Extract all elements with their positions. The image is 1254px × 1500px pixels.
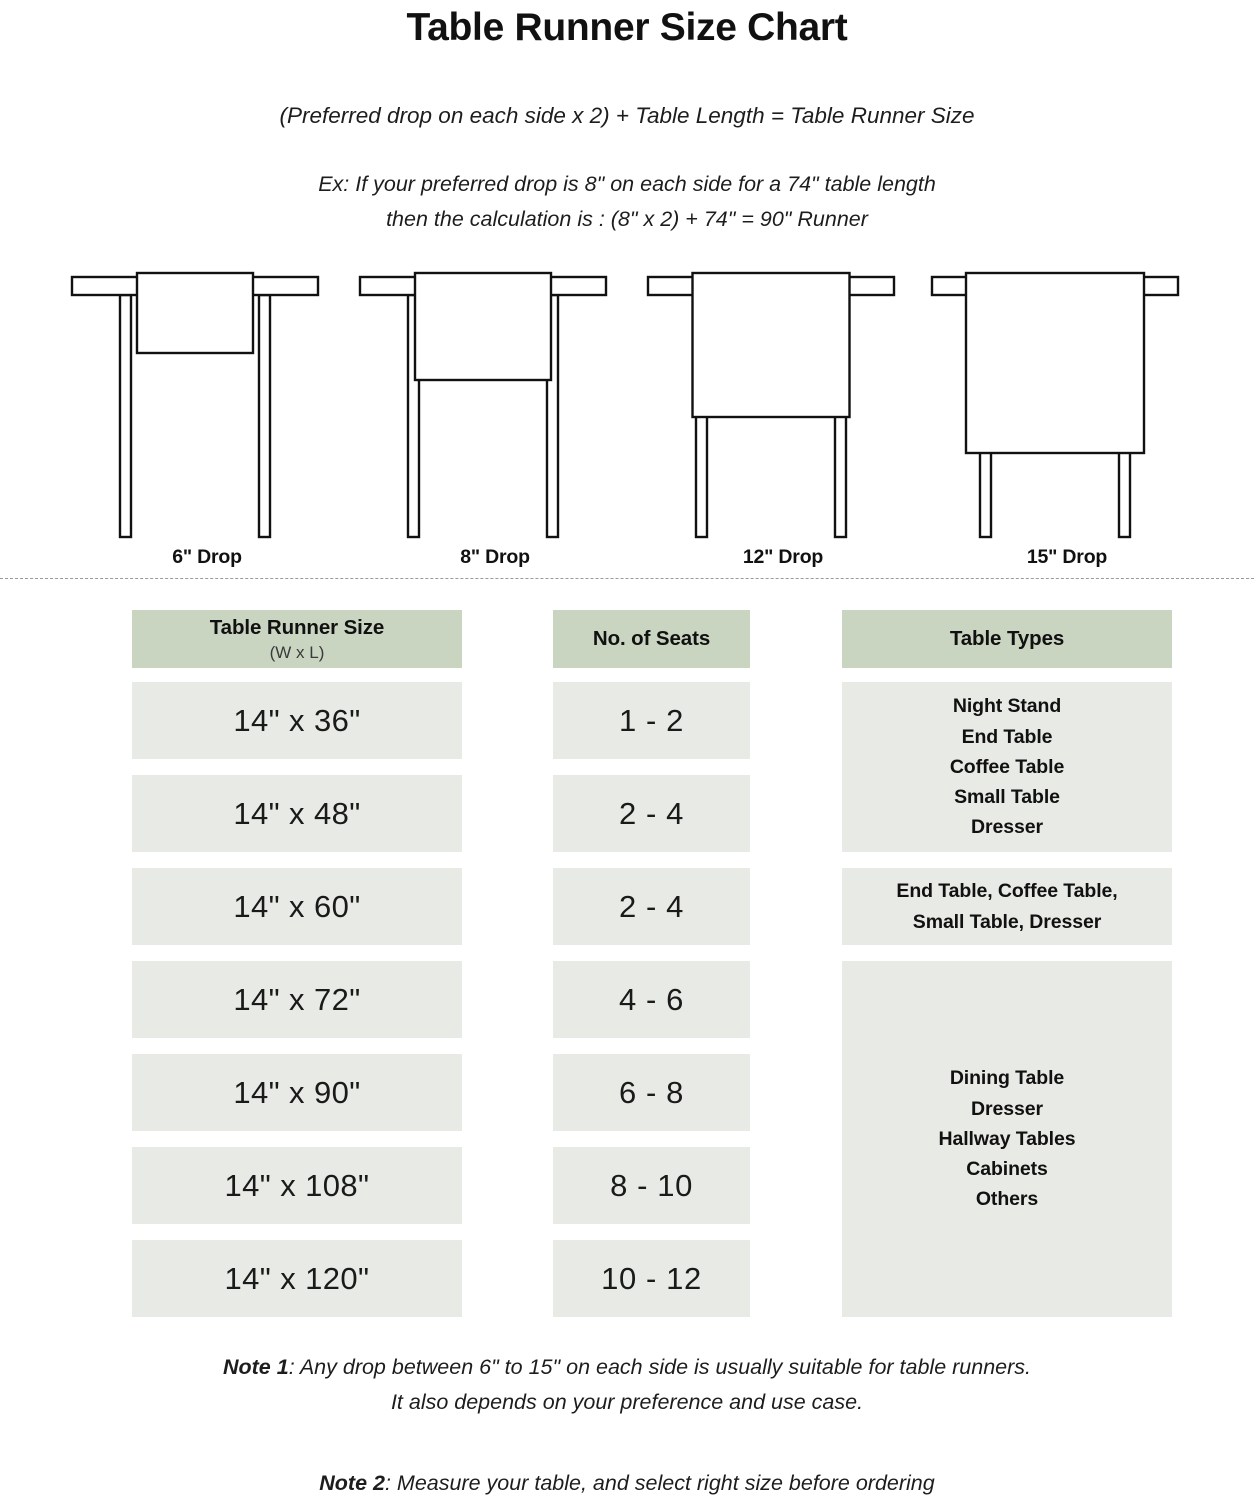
diagram-drop-4: 15" Drop bbox=[922, 261, 1212, 581]
diagram-drop-1: 6" Drop bbox=[62, 261, 352, 581]
table-cell-size: 14" x 108" bbox=[132, 1147, 462, 1224]
table-cell-seats: 1 - 2 bbox=[553, 682, 750, 759]
size-value: 14" x 60" bbox=[233, 888, 361, 924]
seats-value: 1 - 2 bbox=[618, 702, 685, 738]
notes-section: Note 1: Any drop between 6" to 15" on ea… bbox=[0, 1350, 1254, 1500]
drop-label-1: 6" Drop bbox=[172, 545, 242, 568]
seats-value: 6 - 8 bbox=[618, 1074, 685, 1110]
seats-value: 4 - 6 bbox=[618, 981, 685, 1017]
drop-label-4: 15" Drop bbox=[1026, 545, 1108, 568]
table-cell-types: Night Stand End Table Coffee Table Small Ta… bbox=[842, 682, 1172, 852]
table-runner bbox=[964, 271, 1146, 454]
note-2-body: : Measure your table, and select right s… bbox=[384, 1470, 935, 1495]
table-header-types: Table Types bbox=[842, 610, 1172, 668]
size-value: 14" x 36" bbox=[233, 702, 361, 738]
table-runner bbox=[691, 271, 851, 418]
table-cell-seats: 4 - 6 bbox=[553, 961, 750, 1038]
note-1-line-2: It also depends on your preference and u… bbox=[390, 1389, 864, 1414]
note-1-line-1: Note 1: Any drop between 6" to 15" on ea… bbox=[0, 1350, 1254, 1385]
example-line-2: then the calculation is : (8" x 2) + 74"… bbox=[386, 206, 868, 231]
note-1-body: : Any drop between 6" to 15" on each sid… bbox=[288, 1355, 1032, 1379]
section-divider bbox=[0, 578, 1254, 579]
size-value: 14" x 120" bbox=[224, 1260, 370, 1296]
table-cell-size: 14" x 48" bbox=[132, 775, 462, 852]
seats-value: 8 - 10 bbox=[610, 1167, 693, 1203]
diagram-drop-3: 12" Drop bbox=[638, 261, 928, 581]
table-cell-size: 14" x 72" bbox=[132, 961, 462, 1038]
size-value: 14" x 72" bbox=[233, 981, 361, 1017]
table-header-size-main: Table Runner Size bbox=[209, 615, 385, 639]
table-header-seats-label: No. of Seats bbox=[592, 627, 711, 650]
table-cell-size: 14" x 36" bbox=[132, 682, 462, 759]
example-text: Ex: If your preferred drop is 8" on each… bbox=[0, 167, 1254, 237]
table-cell-seats: 6 - 8 bbox=[553, 1054, 750, 1131]
table-cell-seats: 8 - 10 bbox=[553, 1147, 750, 1224]
seats-value: 2 - 4 bbox=[618, 888, 685, 924]
formula-text: (Preferred drop on each side x 2) + Tabl… bbox=[279, 103, 975, 128]
table-runner bbox=[413, 271, 553, 381]
drop-label-2: 8" Drop bbox=[460, 545, 530, 568]
note-1-label: Note 1 bbox=[222, 1355, 289, 1379]
note-1: Note 1: Any drop between 6" to 15" on ea… bbox=[0, 1350, 1254, 1420]
size-value: 14" x 108" bbox=[224, 1167, 370, 1203]
example-line-1: Ex: If your preferred drop is 8" on each… bbox=[318, 172, 936, 196]
table-header-size-sub: (W x L) bbox=[269, 642, 325, 662]
table-cell-size: 14" x 120" bbox=[132, 1240, 462, 1317]
size-table: Table Runner Size (W x L) No. of Seats Tabl… bbox=[0, 610, 1254, 1330]
note-2: Note 2: Measure your table, and select r… bbox=[0, 1466, 1254, 1500]
table-cell-seats: 2 - 4 bbox=[553, 868, 750, 945]
page-title: Table Runner Size Chart bbox=[406, 6, 848, 49]
table-leg-left bbox=[118, 293, 133, 538]
table-cell-seats: 10 - 12 bbox=[553, 1240, 750, 1317]
table-header-size: Table Runner Size (W x L) bbox=[132, 610, 462, 668]
table-runner bbox=[135, 271, 255, 354]
table-cell-types: End Table, Coffee Table, Small Table, Dre… bbox=[842, 868, 1172, 945]
types-value: End Table, Coffee Table, Small Table, Dre… bbox=[896, 880, 1118, 933]
table-cell-size: 14" x 60" bbox=[132, 868, 462, 945]
drop-label-3: 12" Drop bbox=[742, 545, 824, 568]
types-value: Dining Table Dresser Hallway Tables Cabinet… bbox=[938, 1067, 1076, 1211]
drop-diagrams: 6" Drop 8" Drop 12" Drop 15" Drop bbox=[0, 261, 1254, 581]
diagram-drop-2: 8" Drop bbox=[350, 261, 640, 581]
types-value: Night Stand End Table Coffee Table Small Ta… bbox=[949, 695, 1065, 839]
table-header-seats: No. of Seats bbox=[553, 610, 750, 668]
seats-value: 10 - 12 bbox=[601, 1260, 702, 1296]
table-header-types-label: Table Types bbox=[949, 627, 1065, 650]
table-cell-types: Dining Table Dresser Hallway Tables Cabinet… bbox=[842, 961, 1172, 1317]
table-cell-size: 14" x 90" bbox=[132, 1054, 462, 1131]
note-2-label: Note 2 bbox=[319, 1470, 385, 1495]
size-value: 14" x 48" bbox=[233, 795, 361, 831]
seats-value: 2 - 4 bbox=[618, 795, 685, 831]
table-leg-right bbox=[257, 293, 272, 538]
table-cell-seats: 2 - 4 bbox=[553, 775, 750, 852]
size-value: 14" x 90" bbox=[233, 1074, 361, 1110]
